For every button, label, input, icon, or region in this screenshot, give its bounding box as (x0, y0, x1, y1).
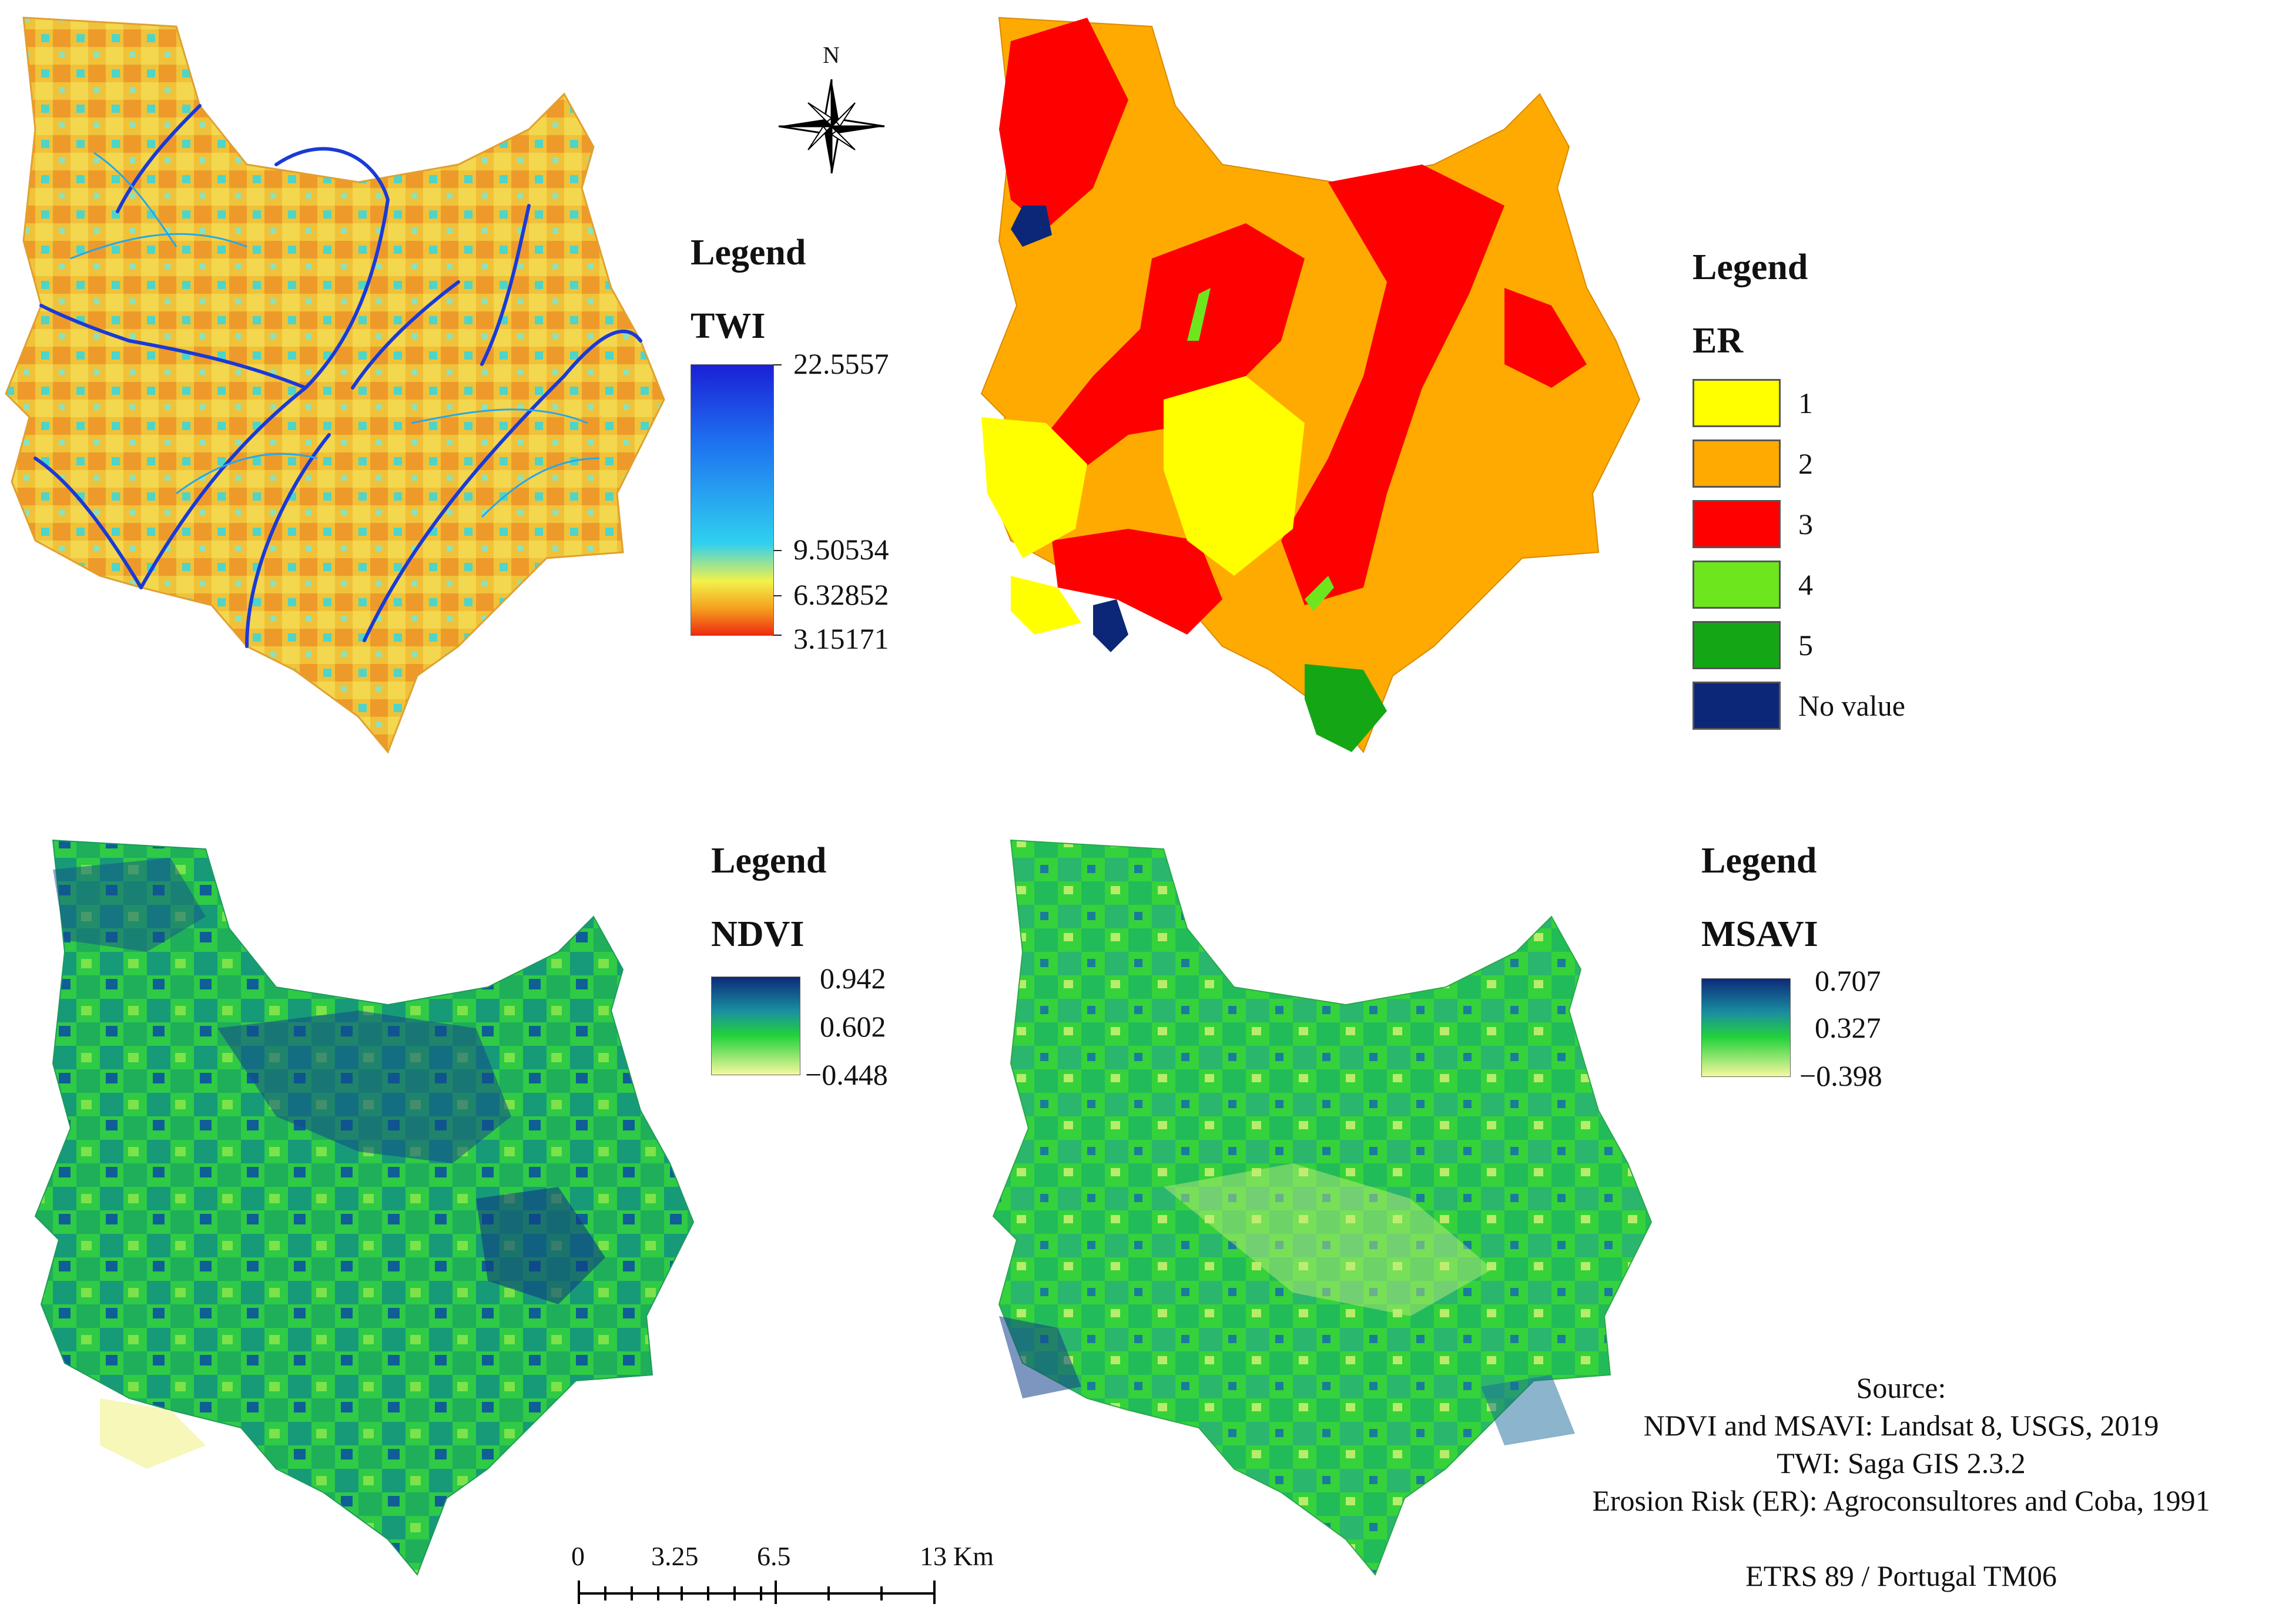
ndvi-map (35, 840, 694, 1575)
er-class-3-south (1052, 529, 1222, 635)
msavi-map (993, 840, 1652, 1575)
msavi-ramp-max: 0.707 (1815, 964, 1881, 997)
ndvi-layer-title: NDVI (711, 914, 805, 954)
msavi-color-ramp (1701, 978, 1791, 1077)
ndvi-legend-title: Legend (711, 841, 827, 881)
scale-bar (578, 1581, 936, 1604)
msavi-legend-title: Legend (1701, 841, 1817, 881)
er-legend-swatch (1693, 621, 1781, 669)
twi-ramp-max: 22.5557 (793, 347, 889, 380)
twi-color-ramp (691, 364, 774, 636)
er-class-3-band-west (1046, 223, 1305, 470)
scale-label-1: 3.25 (651, 1541, 699, 1571)
er-class-3-band-center (1281, 165, 1504, 605)
er-legend-swatch (1693, 439, 1781, 488)
north-arrow-icon (778, 79, 885, 174)
er-class-5 (1305, 664, 1387, 752)
crs-label: ETRS 89 / Portugal TM06 (1745, 1559, 2057, 1592)
er-map (981, 17, 1640, 753)
north-label: N (823, 42, 840, 68)
source-heading: Source: (1856, 1371, 1946, 1404)
source-block: Source: NDVI and MSAVI: Landsat 8, USGS,… (1519, 1369, 2283, 1595)
source-line-er: Erosion Risk (ER): Agroconsultores and C… (1592, 1484, 2210, 1517)
twi-layer-title: TWI (691, 306, 766, 346)
scale-label-3: 13 (920, 1541, 947, 1571)
er-legend-swatch (1693, 379, 1781, 427)
er-class-3-east (1504, 288, 1587, 388)
twi-drainage-network (33, 104, 642, 648)
twi-ramp-mid: 9.50534 (793, 533, 889, 566)
er-class-4-patch (1305, 576, 1334, 611)
er-legend-label: 3 (1798, 508, 1813, 541)
ndvi-color-ramp (711, 977, 800, 1075)
twi-legend-title: Legend (691, 233, 806, 273)
er-class-1-center (1164, 376, 1305, 576)
er-legend-swatch (1693, 500, 1781, 548)
er-legend-label: No value (1798, 689, 1905, 722)
ndvi-ramp-mid: 0.602 (820, 1010, 886, 1043)
er-no-value-north (1011, 206, 1052, 247)
source-line-twi: TWI: Saga GIS 2.3.2 (1777, 1447, 2026, 1479)
msavi-ramp-mid: 0.327 (1815, 1011, 1881, 1044)
er-legend-swatch (1693, 682, 1781, 730)
scale-label-0: 0 (571, 1541, 585, 1571)
er-class-3-north (999, 18, 1128, 229)
er-layer-title: ER (1693, 321, 1744, 361)
er-legend-label: 4 (1798, 568, 1813, 601)
twi-ramp-low: 6.32852 (793, 578, 889, 611)
scale-unit: Km (953, 1541, 994, 1571)
er-class-4-patch (1187, 288, 1211, 341)
er-class-1-south (1011, 576, 1081, 635)
twi-ramp-min: 3.15171 (793, 622, 889, 655)
er-legend-label: 5 (1798, 629, 1813, 662)
er-legend-title: Legend (1693, 247, 1808, 287)
er-legend-label: 2 (1798, 447, 1813, 480)
msavi-layer-title: MSAVI (1701, 914, 1818, 954)
er-class-1-west (981, 417, 1087, 558)
ndvi-ramp-min: −0.448 (805, 1058, 888, 1091)
er-legend-label: 1 (1798, 387, 1813, 420)
ndvi-ramp-max: 0.942 (820, 962, 886, 995)
scale-label-2: 6.5 (757, 1541, 791, 1571)
source-line-ndvi-msavi: NDVI and MSAVI: Landsat 8, USGS, 2019 (1643, 1409, 2159, 1442)
twi-map (5, 16, 665, 753)
msavi-ramp-min: −0.398 (1799, 1059, 1882, 1092)
er-legend-swatch (1693, 561, 1781, 609)
er-no-value-south (1093, 599, 1128, 652)
